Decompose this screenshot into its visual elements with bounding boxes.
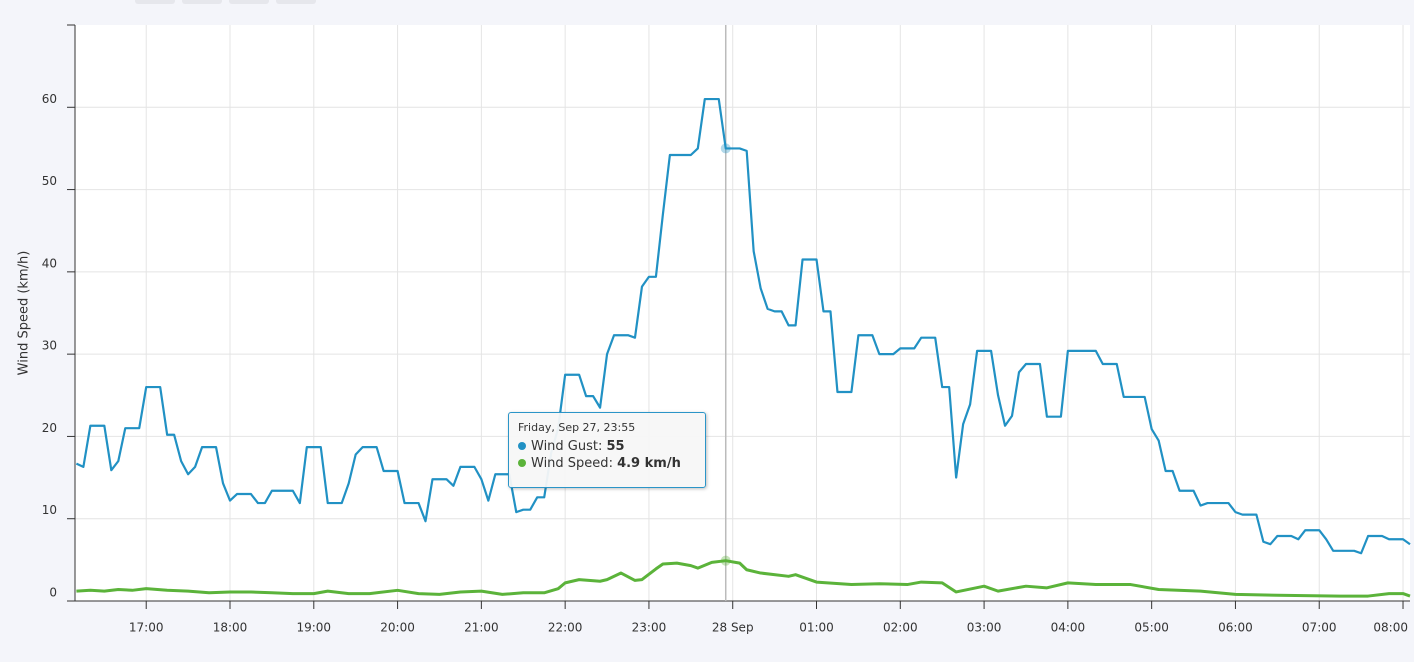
- y-tick-label: 0: [49, 586, 57, 600]
- tooltip-row: Wind Speed: 4.9 km/h: [518, 456, 696, 471]
- x-tick-label: 22:00: [548, 621, 583, 635]
- tooltip-row: Wind Gust: 55: [518, 439, 696, 454]
- x-tick-label: 07:00: [1302, 621, 1337, 635]
- range-button[interactable]: [229, 0, 269, 4]
- y-tick-label: 10: [42, 503, 57, 517]
- legend-dot: [518, 459, 526, 467]
- x-tick-label: 28 Sep: [712, 621, 754, 635]
- plot-area: [75, 25, 1410, 601]
- series-line: [75, 97, 1411, 555]
- x-tick-label: 17:00: [129, 621, 164, 635]
- hover-marker: [720, 555, 731, 566]
- x-tick-label: 03:00: [967, 621, 1002, 635]
- y-tick-label: 20: [42, 421, 57, 435]
- y-tick-label: 60: [42, 92, 57, 106]
- y-tick-label: 40: [42, 256, 57, 270]
- x-tick-label: 01:00: [799, 621, 834, 635]
- series-line: [76, 559, 1411, 598]
- tooltip: Friday, Sep 27, 23:55 Wind Gust: 55 Wind…: [508, 412, 706, 488]
- x-tick-label: 05:00: [1134, 621, 1169, 635]
- x-tick-label: 23:00: [632, 621, 667, 635]
- y-tick-label: 50: [42, 174, 57, 188]
- tooltip-title: Friday, Sep 27, 23:55: [518, 421, 636, 434]
- x-tick-label: 08:00: [1373, 621, 1408, 635]
- hover-marker: [720, 143, 731, 154]
- x-tick-label: 20:00: [380, 621, 415, 635]
- tooltip-label: Wind Speed: [531, 456, 609, 471]
- tooltip-label: Wind Gust: [531, 439, 598, 454]
- x-tick-label: 04:00: [1051, 621, 1086, 635]
- range-button[interactable]: [135, 0, 175, 4]
- x-tick-label: 18:00: [213, 621, 248, 635]
- x-tick-label: 21:00: [464, 621, 499, 635]
- range-button[interactable]: [276, 0, 316, 4]
- tooltip-value: 4.9 km/h: [617, 456, 681, 471]
- y-tick-label: 30: [42, 339, 57, 353]
- range-button[interactable]: [182, 0, 222, 4]
- legend-dot: [518, 442, 526, 450]
- x-tick-label: 02:00: [883, 621, 918, 635]
- x-tick-label: 19:00: [296, 621, 331, 635]
- x-tick-label: 06:00: [1218, 621, 1253, 635]
- y-axis-title: Wind Speed (km/h): [17, 251, 32, 376]
- tooltip-value: 55: [606, 439, 625, 454]
